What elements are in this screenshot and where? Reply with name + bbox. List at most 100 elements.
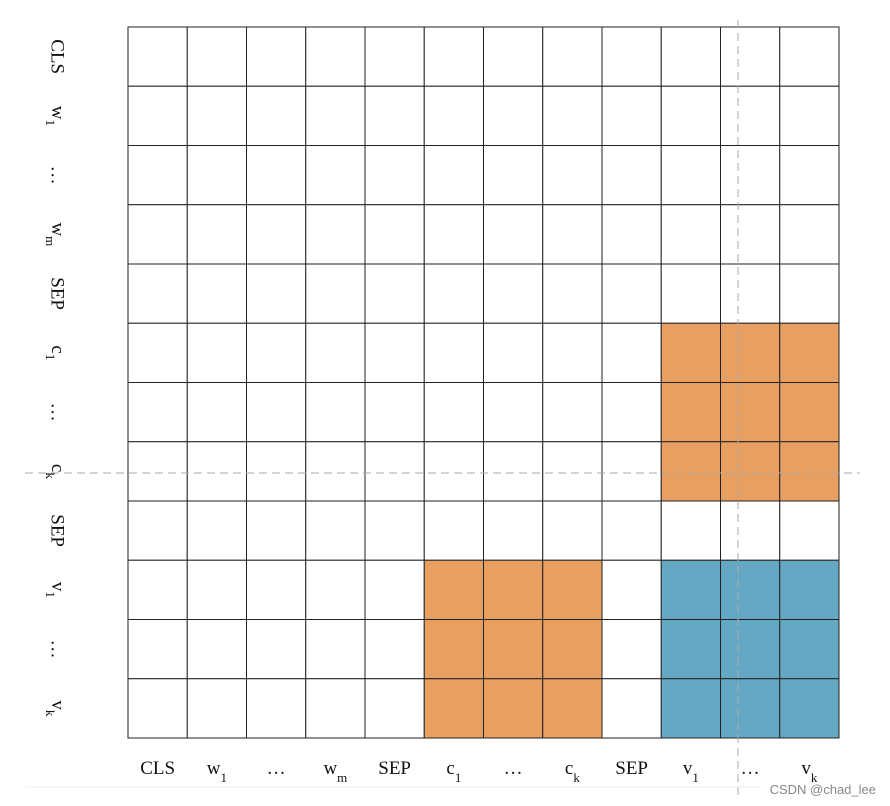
cell — [305, 85, 366, 146]
cell — [364, 145, 425, 206]
cell — [779, 204, 840, 265]
label: c1 — [43, 345, 68, 360]
cell — [423, 619, 484, 680]
label: w1 — [207, 758, 227, 785]
label-base: v — [801, 758, 811, 779]
cell — [779, 500, 840, 561]
cell — [423, 204, 484, 265]
label: ck — [43, 464, 68, 479]
cell — [660, 619, 721, 680]
grid — [127, 26, 840, 739]
label: c1 — [446, 758, 461, 785]
cell — [542, 263, 603, 324]
label-base: w — [47, 222, 68, 236]
label-sub: k — [811, 770, 818, 785]
cell — [601, 204, 662, 265]
cell — [720, 85, 781, 146]
cell — [127, 559, 188, 620]
cell — [305, 678, 366, 739]
cell — [542, 145, 603, 206]
cell — [305, 619, 366, 680]
cell — [364, 263, 425, 324]
cell — [660, 26, 721, 87]
cell — [246, 204, 307, 265]
label: … — [47, 166, 68, 185]
cell — [423, 441, 484, 502]
label-sub: k — [573, 770, 580, 785]
cell — [483, 382, 544, 443]
label-sub: m — [337, 770, 347, 785]
label: CLS — [140, 758, 175, 779]
cell — [246, 382, 307, 443]
label: v1 — [43, 582, 68, 598]
cell — [305, 26, 366, 87]
label: ck — [565, 758, 580, 785]
cell — [364, 500, 425, 561]
label-sub: 1 — [43, 591, 58, 598]
cell — [542, 204, 603, 265]
cell — [305, 263, 366, 324]
cell — [720, 559, 781, 620]
cell — [186, 263, 247, 324]
cell — [542, 85, 603, 146]
cell — [127, 26, 188, 87]
cell — [246, 441, 307, 502]
cell — [483, 85, 544, 146]
cell — [246, 619, 307, 680]
cell — [364, 559, 425, 620]
label-sub: k — [43, 710, 58, 717]
label: … — [47, 640, 68, 659]
cell — [364, 619, 425, 680]
cell — [483, 26, 544, 87]
cell — [246, 145, 307, 206]
cell — [246, 263, 307, 324]
label-sub: 1 — [692, 770, 699, 785]
cell — [660, 204, 721, 265]
cell — [542, 26, 603, 87]
cell — [246, 559, 307, 620]
cell — [364, 322, 425, 383]
cell — [483, 263, 544, 324]
cell — [305, 204, 366, 265]
label-base: v — [47, 582, 68, 592]
cell — [186, 382, 247, 443]
cell — [779, 382, 840, 443]
cell — [127, 322, 188, 383]
cell — [305, 500, 366, 561]
cell — [601, 85, 662, 146]
cell — [246, 678, 307, 739]
cell — [779, 145, 840, 206]
label-sub: 1 — [220, 770, 227, 785]
label-base: w — [47, 106, 68, 120]
cell — [779, 619, 840, 680]
label-base: c — [446, 758, 454, 779]
cell — [127, 382, 188, 443]
cell — [660, 145, 721, 206]
cell — [423, 145, 484, 206]
label: … — [267, 758, 286, 779]
label: v1 — [683, 758, 699, 785]
cell — [127, 500, 188, 561]
cell — [246, 26, 307, 87]
cell — [127, 204, 188, 265]
cell — [779, 559, 840, 620]
cell — [186, 26, 247, 87]
cell — [601, 441, 662, 502]
cell — [542, 678, 603, 739]
cell — [364, 382, 425, 443]
cell — [601, 678, 662, 739]
cell — [542, 500, 603, 561]
cell — [483, 678, 544, 739]
cell — [127, 678, 188, 739]
cell — [364, 204, 425, 265]
cell — [423, 382, 484, 443]
cell — [542, 559, 603, 620]
cell — [246, 85, 307, 146]
cell — [720, 263, 781, 324]
label: SEP — [47, 514, 68, 547]
watermark: CSDN @chad_lee — [770, 782, 876, 797]
cell — [660, 85, 721, 146]
cell — [483, 441, 544, 502]
cell — [483, 559, 544, 620]
